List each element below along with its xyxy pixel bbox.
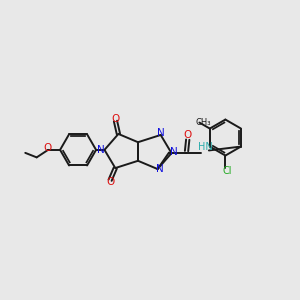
Text: O: O: [44, 143, 52, 153]
Text: Cl: Cl: [222, 166, 232, 176]
Text: O: O: [106, 177, 114, 187]
Text: HN: HN: [198, 142, 213, 152]
Text: N: N: [170, 147, 178, 157]
Text: N: N: [97, 145, 105, 155]
Text: N: N: [156, 164, 164, 174]
Text: CH₃: CH₃: [195, 118, 211, 127]
Text: N: N: [157, 128, 165, 138]
Text: O: O: [184, 130, 192, 140]
Text: O: O: [111, 114, 120, 124]
